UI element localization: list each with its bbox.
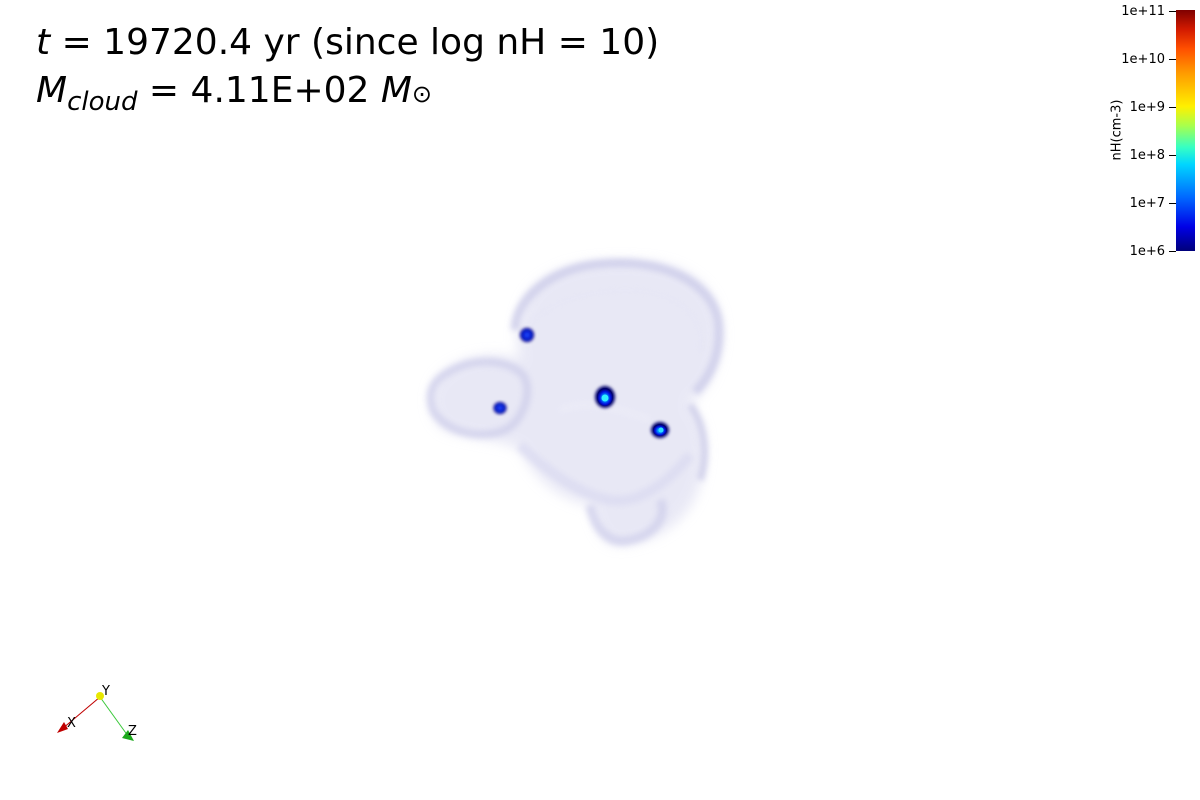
dense-core-1 xyxy=(520,328,534,342)
dense-core-3 xyxy=(595,386,615,408)
solar-mass-icon: ⊙ xyxy=(411,80,433,108)
time-symbol: t xyxy=(36,22,51,63)
mass-subscript: cloud xyxy=(67,87,138,117)
mass-value: = 4.11E+02 xyxy=(137,70,381,111)
mass-unit-symbol: M xyxy=(380,70,412,111)
colorbar-gradient xyxy=(1176,10,1195,251)
x-axis-arrow-icon xyxy=(57,722,68,733)
mass-symbol: M xyxy=(36,70,68,111)
colorbar-title: nH(cm-3) xyxy=(1109,99,1125,161)
colorbar-label-1e11: 1e+11 xyxy=(1121,4,1165,19)
z-axis-arrow-icon xyxy=(122,730,134,741)
x-axis-label: X xyxy=(67,716,76,731)
colorbar-tick xyxy=(1169,11,1176,12)
gas-filaments xyxy=(426,258,724,546)
y-axis-marker-icon xyxy=(96,692,104,700)
orientation-axes xyxy=(57,692,134,741)
colorbar-tick xyxy=(1169,251,1176,252)
colorbar-tick xyxy=(1169,59,1176,60)
colorbar-label-1e6: 1e+6 xyxy=(1129,244,1165,259)
colorbar-tick xyxy=(1169,107,1176,108)
dense-core-4 xyxy=(651,422,669,438)
y-axis-label: Y xyxy=(101,684,110,699)
time-caption: t = 19720.4 yr (since log nH = 10) xyxy=(36,25,659,61)
colorbar-tick xyxy=(1169,203,1176,204)
colorbar-label-1e8: 1e+8 xyxy=(1129,148,1165,163)
time-value: = 19720.4 yr (since log nH = 10) xyxy=(50,22,660,63)
dense-core-2 xyxy=(493,402,507,414)
colorbar-label-1e7: 1e+7 xyxy=(1129,196,1165,211)
mass-caption: Mcloud = 4.11E+02 M⊙ xyxy=(36,70,433,116)
z-axis-label: Z xyxy=(128,724,137,739)
colorbar-tick xyxy=(1169,155,1176,156)
colorbar-label-1e9: 1e+9 xyxy=(1129,100,1165,115)
colorbar-label-1e10: 1e+10 xyxy=(1121,52,1165,67)
